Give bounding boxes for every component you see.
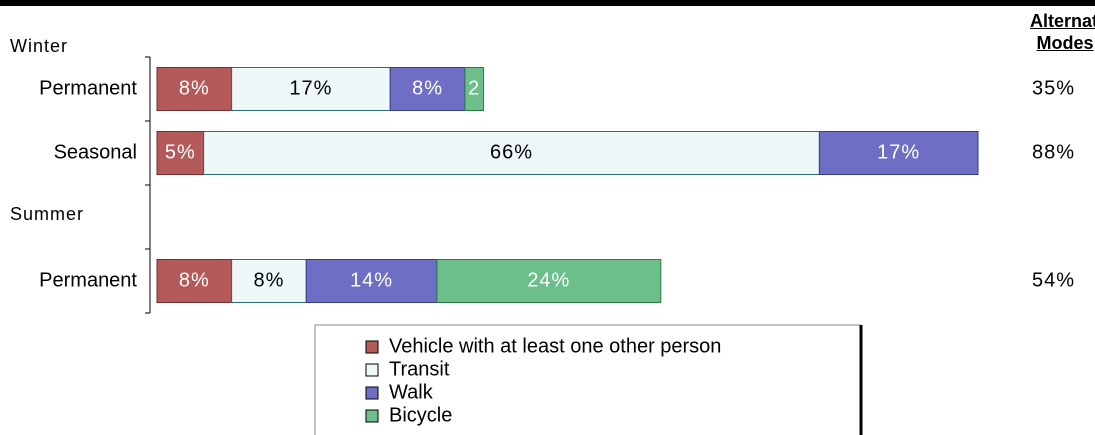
group-label: Winter xyxy=(10,36,68,56)
value-label: 8% xyxy=(412,77,443,99)
value-label: 17% xyxy=(289,77,332,99)
value-label: 66% xyxy=(490,141,533,163)
category-label: Permanent xyxy=(39,269,137,291)
legend-label: Walk xyxy=(389,381,434,403)
value-label: 2 xyxy=(468,77,480,99)
value-label: 5% xyxy=(165,141,196,163)
legend-box xyxy=(314,324,861,435)
bar-segment xyxy=(464,67,485,111)
bar-segment xyxy=(203,131,820,175)
legend-label: Bicycle xyxy=(389,404,452,426)
alternate-modes-value: 88% xyxy=(1032,141,1075,163)
category-label: Seasonal xyxy=(54,141,137,163)
top-rule xyxy=(0,0,1095,6)
value-label: 8% xyxy=(179,269,210,291)
bar-segment xyxy=(156,259,233,303)
alternate-modes-value: 54% xyxy=(1032,269,1075,291)
legend-swatch xyxy=(365,386,379,400)
value-label: 24% xyxy=(527,269,570,291)
value-label: 17% xyxy=(877,141,920,163)
bar-segment xyxy=(818,131,979,175)
legend-swatch xyxy=(365,363,379,377)
legend-swatch xyxy=(365,340,379,354)
alternate-modes-value: 35% xyxy=(1032,77,1075,99)
bar-segment xyxy=(436,259,662,303)
legend-swatch xyxy=(365,409,379,423)
bar-segment xyxy=(231,67,391,111)
bar-segment xyxy=(156,67,233,111)
category-ticks xyxy=(145,56,150,314)
bar-segment xyxy=(231,259,307,303)
category-label: Permanent xyxy=(39,77,137,99)
value-label: 8% xyxy=(179,77,210,99)
legend-label: Transit xyxy=(389,358,450,380)
group-label: Summer xyxy=(10,204,84,224)
value-label: 14% xyxy=(350,269,393,291)
bar-segment xyxy=(305,259,438,303)
value-label: 8% xyxy=(254,269,285,291)
legend-label: Vehicle with at least one other person xyxy=(389,335,721,357)
alternate-modes-title: Alternate Modes xyxy=(1030,11,1095,53)
